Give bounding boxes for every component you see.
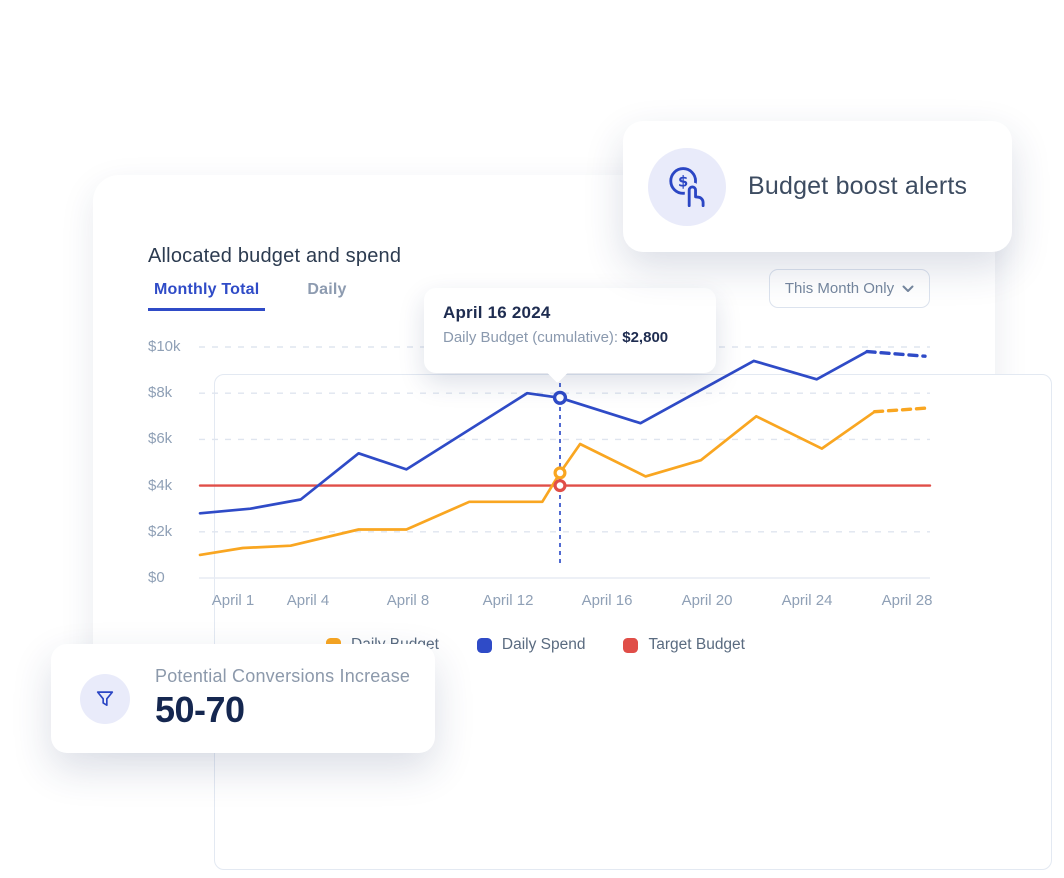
chart-tooltip: April 16 2024 Daily Budget (cumulative):… xyxy=(424,288,716,384)
x-axis-tick: April 16 xyxy=(581,592,633,609)
budget-boost-card: $ Budget boost alerts xyxy=(623,121,1012,252)
svg-text:$: $ xyxy=(678,173,688,190)
legend-swatch xyxy=(623,637,639,653)
y-axis-tick: $4k xyxy=(148,477,173,494)
y-axis-tick: $10k xyxy=(148,338,181,355)
x-axis-tick: April 4 xyxy=(286,592,330,609)
conversions-value: 50-70 xyxy=(155,689,245,730)
y-axis-tick: $8k xyxy=(148,384,173,401)
dollar-tap-icon: $ xyxy=(648,147,726,226)
x-axis-tick: April 24 xyxy=(781,592,833,609)
budget-boost-label: Budget boost alerts xyxy=(748,172,968,200)
chevron-down-icon xyxy=(902,285,914,293)
y-axis-tick: $2k xyxy=(148,523,173,540)
tab-daily[interactable]: Daily xyxy=(307,281,347,298)
conversions-label: Potential Conversions Increase xyxy=(155,666,411,686)
page-title: Allocated budget and spend xyxy=(148,244,402,267)
tooltip-metric-value: $2,800 xyxy=(622,329,669,346)
x-axis-tick: April 20 xyxy=(681,592,733,609)
y-axis-tick: $6k xyxy=(148,430,173,447)
tab-monthly-total[interactable]: Monthly Total xyxy=(148,281,266,311)
tooltip-metric: Daily Budget (cumulative): $2,800 xyxy=(443,329,697,346)
month-filter-dropdown[interactable]: This Month Only xyxy=(769,269,930,308)
month-filter-label: This Month Only xyxy=(784,280,895,297)
funnel-icon xyxy=(80,673,130,724)
tooltip-metric-label: Daily Budget (cumulative): xyxy=(443,329,619,346)
chart-tabs: Monthly Total Daily xyxy=(148,281,353,311)
conversions-card: Potential Conversions Increase 50-70 xyxy=(51,644,435,753)
legend-item-target-budget: Target Budget xyxy=(623,636,745,654)
x-axis-tick: April 1 xyxy=(211,592,255,609)
legend-label: Target Budget xyxy=(648,636,745,653)
y-axis-tick: $0 xyxy=(148,569,165,586)
legend-item-daily-spend: Daily Spend xyxy=(476,636,586,654)
x-axis-tick: April 28 xyxy=(881,592,933,609)
x-axis-tick: April 8 xyxy=(386,592,430,609)
x-axis-tick: April 12 xyxy=(482,592,534,609)
tooltip-date: April 16 2024 xyxy=(443,303,551,322)
legend-swatch xyxy=(476,637,492,653)
legend-label: Daily Spend xyxy=(501,636,586,653)
